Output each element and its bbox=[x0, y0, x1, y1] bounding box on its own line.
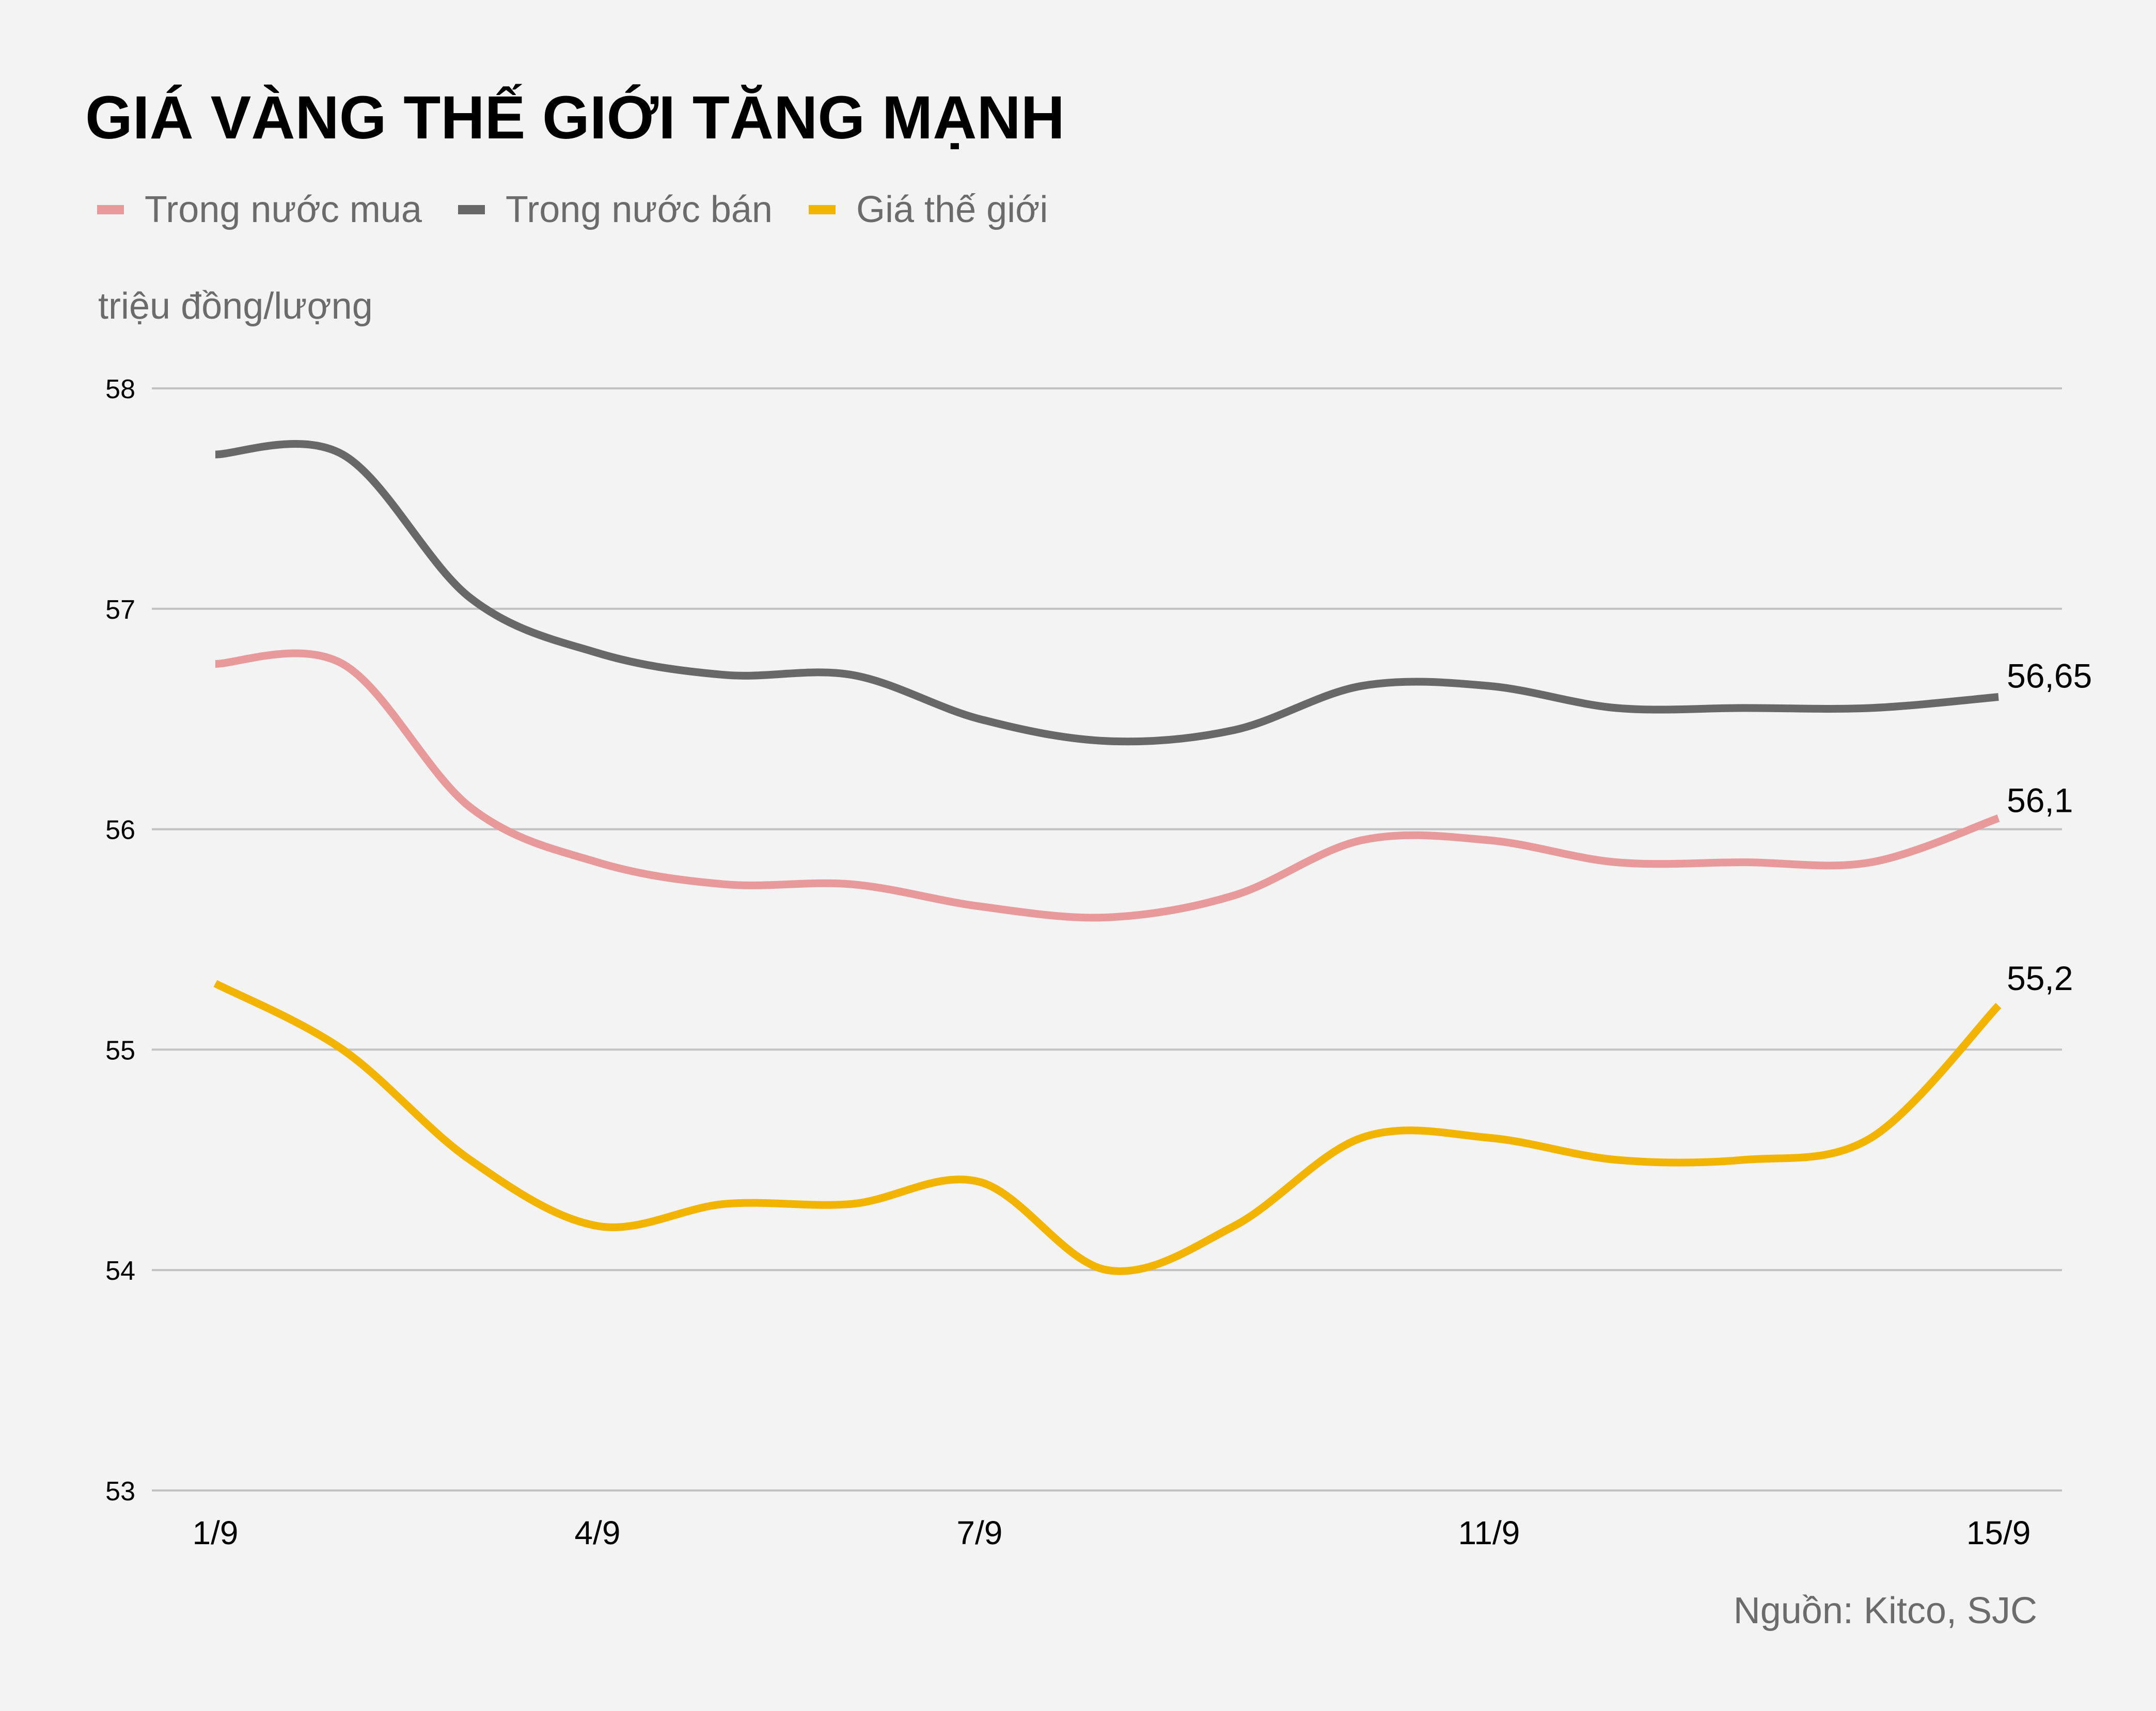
y-tick-label: 53 bbox=[105, 1477, 135, 1506]
series-lines bbox=[213, 440, 2002, 1275]
legend-label: Trong nước bán bbox=[505, 189, 773, 230]
y-tick-label: 57 bbox=[105, 595, 135, 625]
x-axis-ticks: 1/9 4/9 7/9 11/9 15/9 bbox=[193, 1514, 2031, 1551]
x-tick-label: 4/9 bbox=[574, 1514, 620, 1551]
legend-item-domestic-sell: Trong nước bán bbox=[458, 189, 773, 231]
legend-item-domestic-buy: Trong nước mua bbox=[97, 189, 422, 231]
legend-swatch-icon bbox=[808, 205, 836, 214]
end-value-labels: 56,1 56,65 55,2 bbox=[2007, 657, 2092, 998]
x-tick-label: 7/9 bbox=[956, 1514, 1002, 1551]
x-tick-label: 11/9 bbox=[1458, 1514, 1520, 1551]
end-value-label: 55,2 bbox=[2007, 959, 2073, 997]
y-tick-label: 58 bbox=[105, 374, 135, 404]
series-line-0 bbox=[215, 649, 2000, 922]
chart-title: GIÁ VÀNG THẾ GIỚI TĂNG MẠNH bbox=[85, 84, 1065, 152]
legend-swatch-icon bbox=[458, 205, 485, 214]
end-value-label: 56,1 bbox=[2007, 781, 2073, 819]
legend-label: Trong nước mua bbox=[145, 189, 422, 230]
y-axis-unit-label: triệu đồng/lượng bbox=[98, 286, 373, 327]
series-line-1 bbox=[215, 440, 1999, 746]
end-value-label: 56,65 bbox=[2007, 657, 2092, 695]
series-line-2 bbox=[213, 980, 2002, 1275]
y-tick-label: 54 bbox=[105, 1256, 135, 1286]
y-tick-label: 56 bbox=[105, 815, 135, 845]
legend-label: Giá thế giới bbox=[856, 189, 1048, 230]
y-tick-label: 55 bbox=[105, 1035, 135, 1065]
y-axis-ticks: 53 54 55 56 57 58 bbox=[105, 374, 135, 1506]
legend-swatch-icon bbox=[97, 205, 124, 214]
x-tick-label: 15/9 bbox=[1966, 1514, 2031, 1551]
source-note: Nguồn: Kitco, SJC bbox=[1733, 1590, 2037, 1631]
legend-item-world-price: Giá thế giới bbox=[808, 189, 1048, 231]
legend: Trong nước mua Trong nước bán Giá thế gi… bbox=[97, 189, 1084, 231]
gridlines bbox=[152, 387, 2062, 1492]
x-tick-label: 1/9 bbox=[193, 1514, 239, 1551]
